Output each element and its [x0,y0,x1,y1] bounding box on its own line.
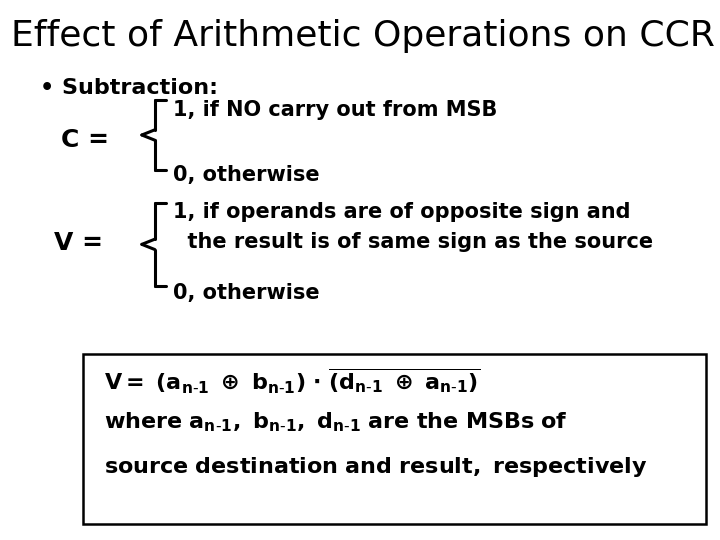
Text: 1, if NO carry out from MSB: 1, if NO carry out from MSB [173,100,498,120]
Text: the result is of same sign as the source: the result is of same sign as the source [173,232,653,252]
Text: Effect of Arithmetic Operations on CCR: Effect of Arithmetic Operations on CCR [11,19,715,53]
Text: 0, otherwise: 0, otherwise [173,165,320,185]
Text: $\mathbf{source\ destination\ and\ result,\ respectively}$: $\mathbf{source\ destination\ and\ resul… [104,455,648,478]
Text: C =: C = [61,128,109,152]
FancyBboxPatch shape [83,354,706,524]
Text: • Subtraction:: • Subtraction: [40,78,217,98]
Text: 0, otherwise: 0, otherwise [173,283,320,303]
Text: $\mathbf{V{=}\ (a_{n\text{-}1}\ \oplus\ b_{n\text{-}1})\ {\bullet}\ \overline{(d: $\mathbf{V{=}\ (a_{n\text{-}1}\ \oplus\ … [104,367,480,396]
Text: $\mathbf{where\ a_{n\text{-}1},\ b_{n\text{-}1},\ d_{n\text{-}1}\ are\ the\ MSBs: $\mathbf{where\ a_{n\text{-}1},\ b_{n\te… [104,410,568,434]
Text: V =: V = [54,231,103,255]
Text: 1, if operands are of opposite sign and: 1, if operands are of opposite sign and [173,202,630,222]
